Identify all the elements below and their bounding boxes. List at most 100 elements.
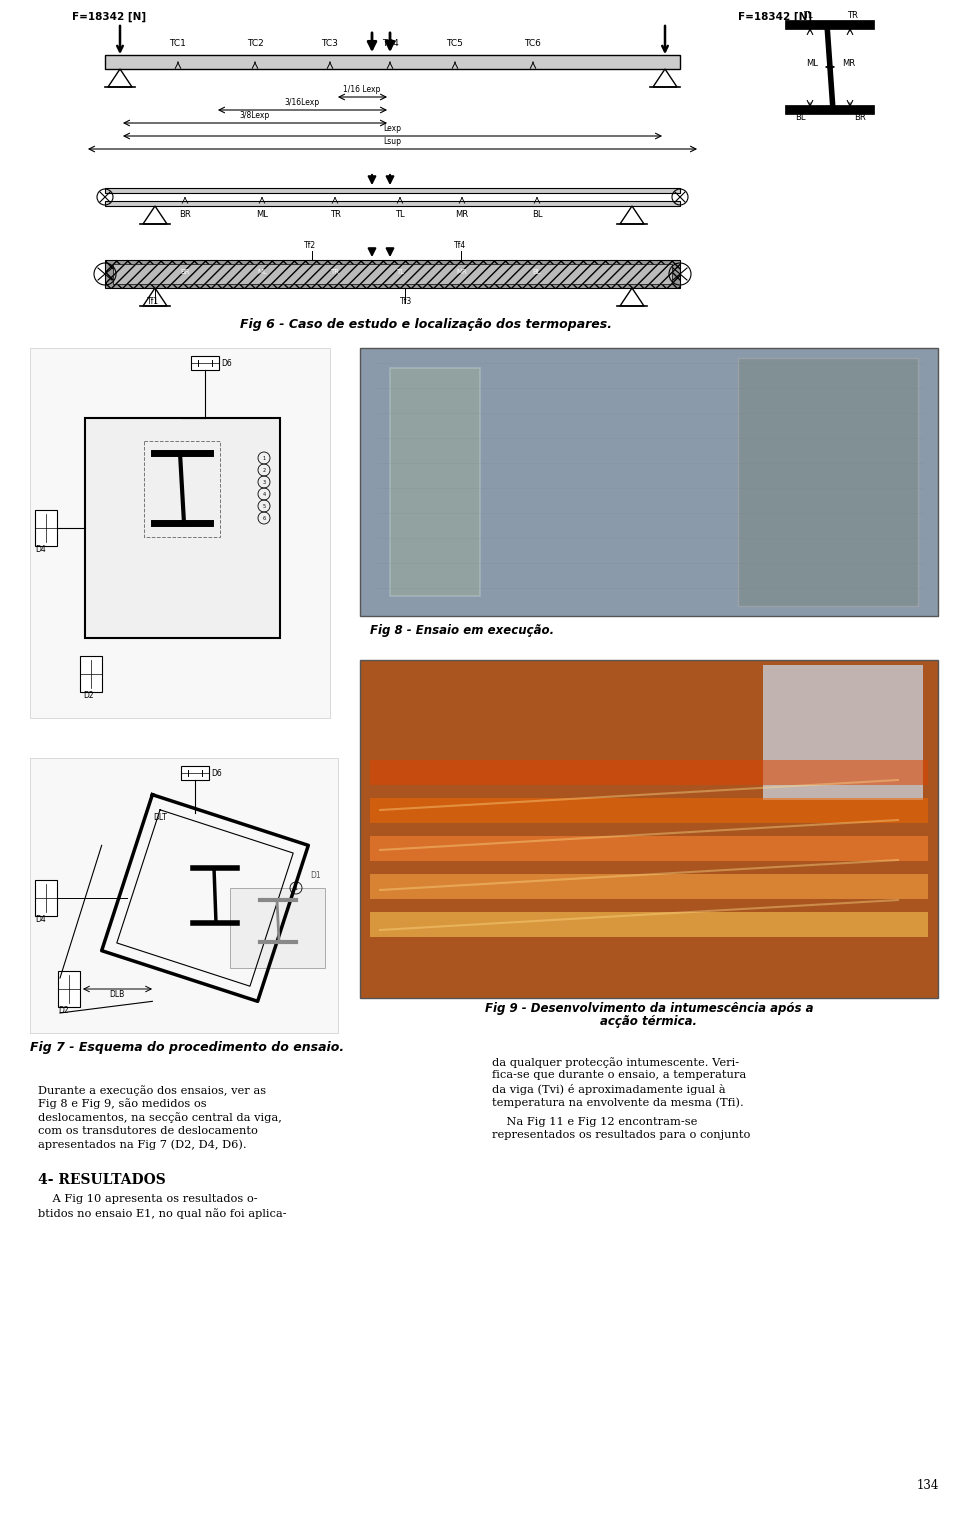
Bar: [35, 510, 57, 547]
Text: 1: 1: [262, 456, 266, 460]
Bar: [105, 55, 680, 70]
Text: Tf1: Tf1: [147, 297, 159, 306]
Text: TR: TR: [329, 210, 341, 220]
Text: 1/16 Lexp: 1/16 Lexp: [344, 85, 381, 94]
Text: Tf4: Tf4: [454, 241, 467, 250]
Text: BR: BR: [180, 210, 191, 220]
Text: BR: BR: [180, 269, 190, 276]
Text: F=18342 [N]: F=18342 [N]: [72, 12, 146, 23]
Text: representados os resultados para o conjunto: representados os resultados para o conju…: [492, 1131, 751, 1140]
Polygon shape: [620, 206, 644, 224]
Polygon shape: [108, 70, 132, 86]
Text: 2: 2: [262, 468, 266, 472]
Bar: [370, 798, 928, 824]
Text: ML: ML: [257, 269, 267, 276]
Text: Fig 6 - Caso de estudo e localização dos termopares.: Fig 6 - Caso de estudo e localização dos…: [240, 318, 612, 332]
Text: BR: BR: [854, 114, 866, 123]
Bar: [360, 660, 938, 998]
Text: 3/8Lexp: 3/8Lexp: [240, 111, 270, 120]
Bar: [360, 348, 938, 616]
Text: da viga (Tvi) é aproximadamente igual à: da viga (Tvi) é aproximadamente igual à: [492, 1084, 726, 1095]
Bar: [105, 188, 680, 192]
Bar: [181, 766, 209, 780]
Bar: [763, 665, 923, 799]
Text: deslocamentos, na secção central da viga,: deslocamentos, na secção central da viga…: [38, 1111, 282, 1123]
Text: Tf3: Tf3: [400, 297, 412, 306]
Text: Tf2: Tf2: [304, 241, 316, 250]
Text: TC4: TC4: [382, 39, 398, 48]
Bar: [105, 260, 680, 288]
Bar: [191, 356, 219, 369]
Text: D2: D2: [58, 1005, 68, 1014]
Text: TL: TL: [396, 269, 404, 276]
Text: D4: D4: [35, 914, 46, 924]
Text: Durante a execução dos ensaios, ver as: Durante a execução dos ensaios, ver as: [38, 1086, 266, 1096]
Bar: [35, 880, 57, 916]
Polygon shape: [620, 288, 644, 306]
Text: Lexp: Lexp: [383, 124, 401, 133]
Text: MR: MR: [455, 210, 468, 220]
Text: Fig 8 - Ensaio em execução.: Fig 8 - Ensaio em execução.: [370, 624, 554, 637]
Bar: [30, 759, 338, 1033]
Polygon shape: [143, 288, 167, 306]
Text: TC2: TC2: [247, 39, 263, 48]
Text: TC1: TC1: [170, 39, 186, 48]
Text: 3: 3: [262, 480, 266, 484]
Text: D2: D2: [83, 690, 94, 699]
Polygon shape: [143, 206, 167, 224]
Text: BL: BL: [533, 269, 541, 276]
Text: da qualquer protecção intumescente. Veri-: da qualquer protecção intumescente. Veri…: [492, 1057, 739, 1067]
Text: D6: D6: [211, 769, 222, 778]
Bar: [113, 263, 672, 285]
Text: 5: 5: [262, 504, 266, 509]
Text: TR: TR: [847, 11, 857, 20]
Text: ML: ML: [256, 210, 268, 220]
Text: D4: D4: [35, 545, 46, 554]
Text: apresentados na Fig 7 (D2, D4, D6).: apresentados na Fig 7 (D2, D4, D6).: [38, 1139, 247, 1149]
Text: 3/16Lexp: 3/16Lexp: [284, 98, 320, 107]
Text: 4: 4: [262, 492, 266, 497]
Text: Lsup: Lsup: [383, 136, 401, 145]
Bar: [370, 760, 928, 784]
Bar: [30, 348, 330, 718]
Bar: [738, 357, 918, 606]
Bar: [105, 201, 680, 206]
Text: 4- RESULTADOS: 4- RESULTADOS: [38, 1172, 166, 1187]
Text: D6: D6: [221, 359, 231, 368]
Text: Fig 9 - Desenvolvimento da intumescência após a: Fig 9 - Desenvolvimento da intumescência…: [485, 1002, 813, 1014]
Text: Fig 8 e Fig 9, são medidos os: Fig 8 e Fig 9, são medidos os: [38, 1099, 206, 1110]
Text: 1: 1: [295, 886, 298, 890]
Text: fica-se que durante o ensaio, a temperatura: fica-se que durante o ensaio, a temperat…: [492, 1070, 746, 1081]
Text: BL: BL: [795, 114, 805, 123]
Text: A Fig 10 apresenta os resultados o-: A Fig 10 apresenta os resultados o-: [38, 1195, 257, 1205]
Text: D1: D1: [310, 871, 321, 880]
Bar: [370, 836, 928, 861]
Text: Fig 7 - Esquema do procedimento do ensaio.: Fig 7 - Esquema do procedimento do ensai…: [30, 1042, 344, 1054]
Text: TL: TL: [396, 210, 405, 220]
Text: com os transdutores de deslocamento: com os transdutores de deslocamento: [38, 1125, 258, 1136]
Text: TC6: TC6: [524, 39, 541, 48]
Text: 6: 6: [262, 515, 266, 521]
Text: ML: ML: [806, 59, 818, 68]
Bar: [58, 970, 80, 1007]
Bar: [85, 418, 280, 637]
Bar: [144, 441, 220, 537]
Text: DLB: DLB: [109, 990, 125, 999]
Text: 134: 134: [917, 1479, 939, 1491]
Bar: [370, 874, 928, 899]
Bar: [390, 368, 480, 597]
Text: MR: MR: [457, 269, 468, 276]
Text: MR: MR: [842, 59, 855, 68]
Bar: [370, 911, 928, 937]
Text: BL: BL: [532, 210, 542, 220]
Bar: [230, 889, 325, 967]
Text: TC5: TC5: [446, 39, 464, 48]
Text: Na Fig 11 e Fig 12 encontram-se: Na Fig 11 e Fig 12 encontram-se: [492, 1117, 697, 1126]
Text: btidos no ensaio E1, no qual não foi aplica-: btidos no ensaio E1, no qual não foi apl…: [38, 1208, 287, 1219]
Text: TL: TL: [804, 11, 813, 20]
Text: temperatura na envolvente da mesma (Tfi).: temperatura na envolvente da mesma (Tfi)…: [492, 1098, 744, 1108]
Text: TC3: TC3: [322, 39, 339, 48]
Text: F=18342 [N]: F=18342 [N]: [738, 12, 812, 23]
Text: acção térmica.: acção térmica.: [601, 1014, 698, 1028]
Polygon shape: [653, 70, 677, 86]
